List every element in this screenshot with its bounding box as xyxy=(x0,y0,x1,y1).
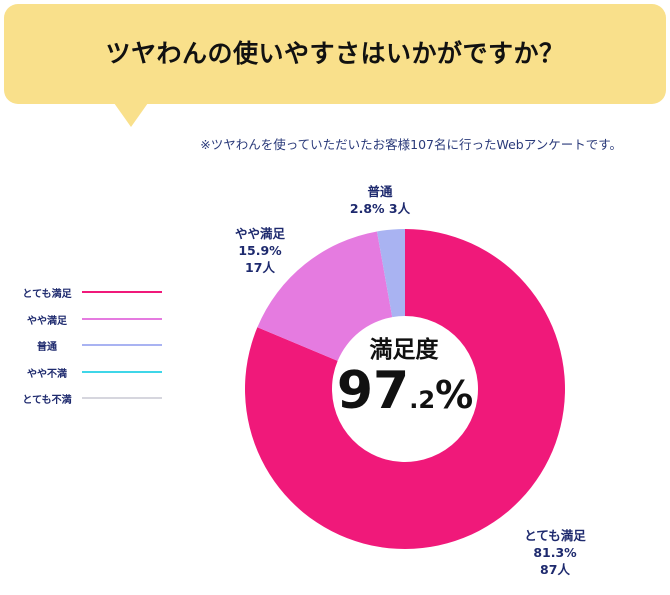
data-label-percent: 2.8% xyxy=(349,201,385,216)
title-bubble-tail xyxy=(114,103,148,127)
data-label-count: 3人 xyxy=(388,201,411,216)
data-label-count: 17人 xyxy=(245,260,275,275)
data-label-count: 87人 xyxy=(540,562,570,577)
data-label-percent: 15.9% xyxy=(238,243,282,258)
legend-item-somewhat-dissatisfied: やや不満 xyxy=(16,365,166,392)
center-value: 97.2% xyxy=(320,365,490,417)
legend-label: やや不満 xyxy=(27,368,67,380)
legend-label: やや満足 xyxy=(27,315,67,327)
donut-slices xyxy=(245,229,565,549)
data-label-name: やや満足 xyxy=(234,226,285,241)
slice-somewhat-satisfied xyxy=(257,231,393,361)
legend-swatch xyxy=(82,370,162,373)
legend-swatch xyxy=(82,397,162,399)
legend-item-neutral: 普通 xyxy=(16,338,166,365)
chart-title: ツヤわんの使いやすさはいかがですか？ xyxy=(105,39,565,68)
survey-note: ※ツヤわんを使っていただいたお客様107名に行ったWebアンケートです。 xyxy=(200,137,622,152)
data-label-percent: 81.3% xyxy=(533,545,577,560)
center-label: 満足度 xyxy=(369,337,439,363)
data-label-name: とても満足 xyxy=(524,528,586,543)
center-value-dec: .2 xyxy=(409,386,436,414)
legend-item-very-dissatisfied: とても不満 xyxy=(16,391,166,418)
legend-label: とても満足 xyxy=(22,289,72,300)
legend-swatch xyxy=(82,344,162,346)
legend-swatch xyxy=(82,291,162,293)
data-label-very-satisfied: とても満足 81.3% 87人 xyxy=(500,527,610,578)
legend-item-very-satisfied: とても満足 xyxy=(16,285,166,312)
data-label-name: 普通 xyxy=(367,184,393,199)
legend-label: とても不満 xyxy=(22,395,72,406)
data-label-somewhat-satisfied: やや満足 15.9% 17人 xyxy=(220,225,300,276)
slice-neutral xyxy=(376,229,405,318)
title-bubble xyxy=(4,4,666,104)
slice-very-satisfied xyxy=(245,229,565,549)
center-value-int: 97 xyxy=(336,361,410,421)
legend-label: 普通 xyxy=(37,342,57,353)
data-label-neutral: 普通 2.8% 3人 xyxy=(330,183,430,217)
legend-item-somewhat-satisfied: やや満足 xyxy=(16,312,166,339)
center-value-unit: % xyxy=(435,373,474,417)
legend: とても満足 やや満足 普通 やや不満 とても不満 xyxy=(16,285,166,418)
data-label-values: 2.8% 3人 xyxy=(330,200,430,217)
legend-swatch xyxy=(82,317,162,320)
